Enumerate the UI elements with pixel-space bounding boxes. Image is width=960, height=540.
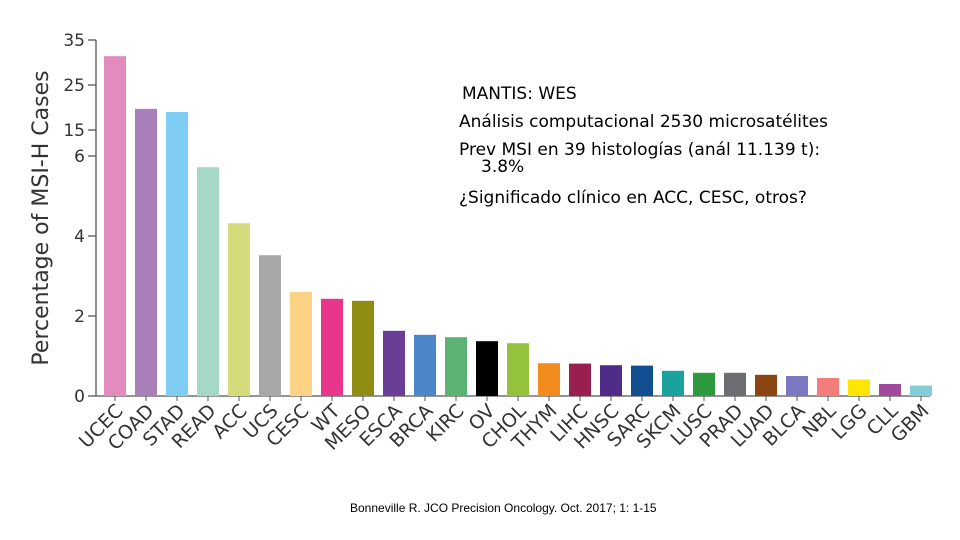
bar-meso (352, 300, 374, 396)
y-tick-label: 2 (74, 307, 85, 327)
bar-lusc (693, 372, 715, 396)
y-tick-label: 35 (63, 31, 85, 51)
bar-acc (228, 223, 250, 396)
bar-ucec (104, 56, 126, 396)
annotation-line-5: ¿Significado clínico en ACC, CESC, otros… (459, 188, 807, 208)
bar-brca (414, 334, 436, 396)
y-tick-label: 0 (74, 387, 85, 407)
category-label-kirc: KIRC (422, 400, 468, 446)
citation: Bonneville R. JCO Precision Oncology. Oc… (350, 501, 657, 515)
bar-stad (166, 112, 188, 396)
bar-chol (507, 343, 529, 396)
bar-cesc (290, 292, 312, 396)
annotation-line-1: MANTIS: WES (462, 84, 577, 104)
annotation-line-4: 3.8% (481, 157, 525, 177)
annotation-line-2: Análisis computacional 2530 microsatélit… (459, 112, 828, 132)
bar-ucs (259, 255, 281, 396)
bar-read (197, 167, 219, 396)
bar-ov (476, 341, 498, 396)
bar-nbl (817, 378, 839, 396)
bars (104, 56, 932, 396)
bar-esca (383, 330, 405, 396)
bar-gbm (910, 385, 932, 396)
bar-kirc (445, 337, 467, 396)
bar-coad (135, 108, 157, 396)
bar-lihc (569, 363, 591, 396)
y-axis-label: Percentage of MSI-H Cases (29, 70, 54, 365)
annotation-line-3: Prev MSI en 39 histologías (anál 11.139 … (459, 140, 821, 160)
bar-wt (321, 298, 343, 396)
bar-luad (755, 374, 777, 396)
y-tick-label: 15 (63, 121, 85, 141)
bar-prad (724, 372, 746, 396)
bar-hnsc (600, 365, 622, 396)
category-labels: UCECCOADSTADREADACCUCSCESCWTMESOESCABRCA… (75, 400, 934, 455)
bar-skcm (662, 370, 684, 396)
bar-cll (879, 384, 901, 396)
annotation-text: MANTIS: WES Análisis computacional 2530 … (459, 80, 929, 212)
bar-lgg (848, 379, 870, 396)
bar-sarc (631, 365, 653, 396)
bar-blca (786, 376, 808, 396)
bar-thym (538, 363, 560, 396)
y-tick-label: 6 (74, 147, 85, 167)
y-tick-label: 25 (63, 76, 85, 96)
y-tick-label: 4 (74, 227, 85, 247)
